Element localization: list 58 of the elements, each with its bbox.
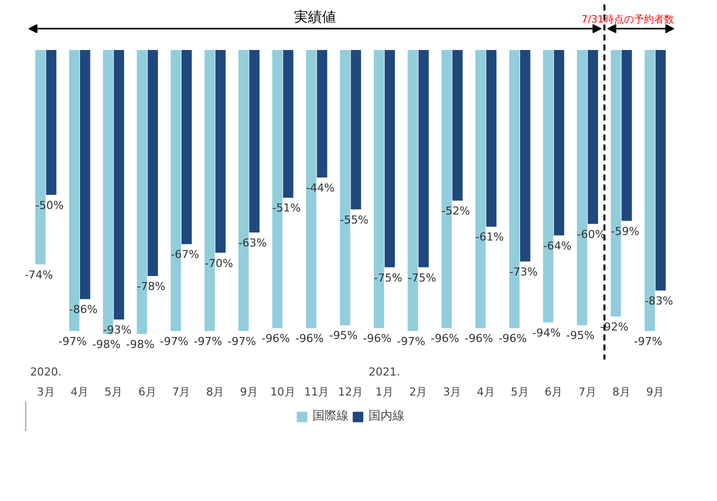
x-tick-label: 5月 — [104, 386, 123, 398]
data-label: -97% — [634, 335, 662, 348]
data-label: -95% — [329, 329, 358, 342]
x-tick-label: 4月 — [70, 386, 89, 398]
category-label: 2020. 3月 — [30, 366, 62, 398]
data-label: -75% — [374, 271, 402, 284]
data-label: -64% — [543, 239, 572, 252]
x-tick-label: 6月 — [544, 386, 563, 398]
data-label: -96% — [261, 332, 290, 346]
category-label: 2021. 1月 — [368, 366, 400, 398]
data-label: -73% — [509, 265, 538, 278]
data-label: -61% — [475, 230, 504, 244]
data-label: -94% — [532, 326, 561, 340]
data-label: -70% — [204, 256, 234, 270]
data-label: -60% — [576, 228, 606, 241]
x-tick-label: 5月 — [510, 386, 529, 398]
data-label: -96% — [295, 332, 324, 346]
data-label: -52% — [442, 204, 470, 218]
data-label: -63% — [238, 236, 267, 250]
data-label: -44% — [306, 181, 335, 194]
x-tick-label: 2月 — [409, 386, 428, 398]
data-label: -96% — [363, 332, 392, 346]
x-tick-label: 11月 — [304, 386, 330, 398]
x-tick-label: 7月 — [578, 386, 596, 398]
data-label: -50% — [35, 198, 64, 212]
legend-label: 国際線 — [312, 408, 348, 424]
x-tick-label: 4月 — [476, 386, 495, 398]
x-tick-label: 8月 — [206, 386, 224, 398]
data-label: -97% — [160, 335, 188, 348]
x-tick-label: 8月 — [612, 386, 630, 398]
data-label: -78% — [136, 280, 166, 293]
data-label: -97% — [58, 335, 87, 348]
data-label: -83% — [644, 294, 674, 308]
data-label: -97% — [396, 335, 426, 348]
data-label: -59% — [610, 224, 640, 238]
x-tick-label: 12月 — [338, 386, 363, 398]
data-label: -98% — [92, 338, 121, 351]
data-label: -98% — [126, 338, 154, 351]
data-label: -67% — [170, 248, 200, 262]
x-tick-label: 6月 — [138, 386, 156, 398]
x-tick-label: 9月 — [646, 386, 664, 398]
data-label: -96% — [464, 332, 494, 346]
data-label: -96% — [430, 332, 460, 346]
data-label: -97% — [228, 335, 256, 348]
data-label: -93% — [103, 323, 132, 336]
data-label: -51% — [272, 202, 301, 215]
data-label: -96% — [498, 332, 527, 346]
legend-label: 国内線 — [368, 408, 404, 424]
text: 実績値 — [294, 10, 336, 26]
x-tick-label: 10月 — [270, 386, 296, 398]
data-label: -95% — [566, 329, 595, 342]
x-tick-label: 3月 — [443, 386, 462, 398]
data-label: -55% — [340, 213, 368, 226]
data-label: -86% — [69, 303, 98, 316]
x-tick-label: 9月 — [240, 386, 258, 398]
data-label: -75% — [408, 271, 436, 284]
data-label: -97% — [194, 335, 222, 348]
x-tick-label: 7月 — [172, 386, 190, 398]
